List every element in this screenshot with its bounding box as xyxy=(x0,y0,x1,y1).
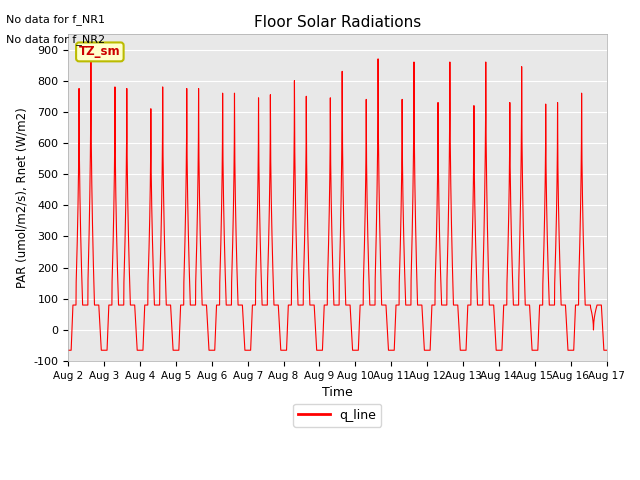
Text: No data for f_NR1: No data for f_NR1 xyxy=(6,14,106,25)
X-axis label: Time: Time xyxy=(322,386,353,399)
Y-axis label: PAR (umol/m2/s), Rnet (W/m2): PAR (umol/m2/s), Rnet (W/m2) xyxy=(15,107,28,288)
Text: No data for f_NR2: No data for f_NR2 xyxy=(6,34,106,45)
Text: TZ_sm: TZ_sm xyxy=(79,46,121,59)
Legend: q_line: q_line xyxy=(293,404,381,427)
Title: Floor Solar Radiations: Floor Solar Radiations xyxy=(254,15,421,30)
